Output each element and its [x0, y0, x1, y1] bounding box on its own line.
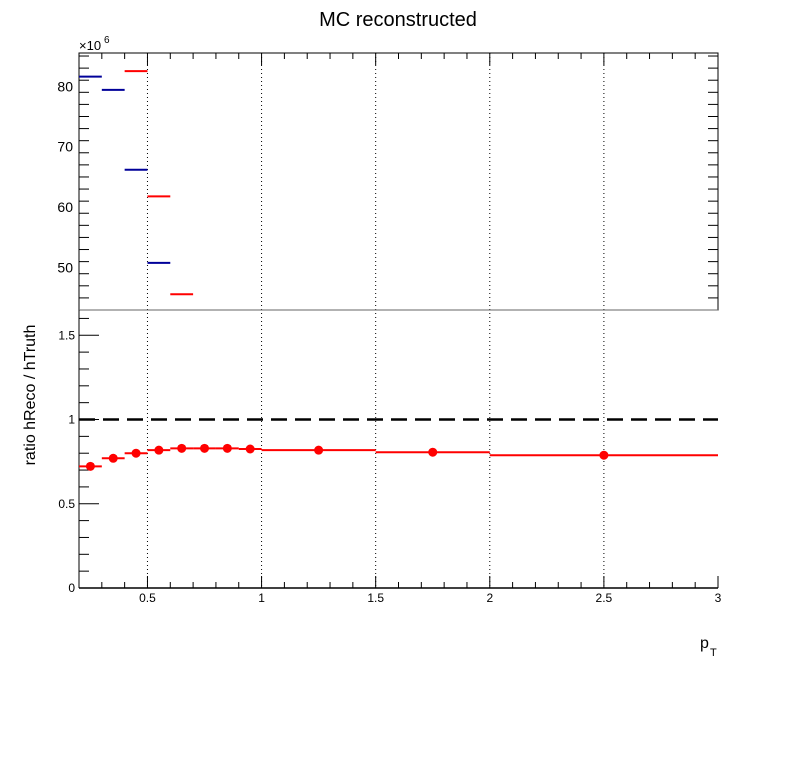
x-tick-label: 1 [258, 591, 265, 605]
top-y-tick-label: 80 [57, 78, 73, 94]
ratio-y-tick-label: 1 [68, 413, 75, 427]
top-y-tick-label: 50 [57, 260, 73, 276]
x-axis-label: p [700, 635, 709, 652]
ratio-y-tick-label: 0 [68, 581, 75, 595]
top-y-exponent-power: 6 [104, 35, 110, 46]
x-tick-label: 3 [715, 591, 722, 605]
x-axis-label-subscript: T [710, 647, 717, 659]
top-y-exponent: ×10 [79, 38, 101, 53]
ratio-point [245, 444, 255, 454]
ratio-point [314, 445, 324, 455]
ratio-y-tick-label: 0.5 [58, 497, 75, 511]
ratio-point [222, 443, 232, 453]
x-tick-label: 2.5 [596, 591, 613, 605]
x-tick-label: 0.5 [139, 591, 156, 605]
ratio-point [200, 443, 210, 453]
axes-layer [78, 52, 719, 589]
ratio-point [177, 443, 187, 453]
ratio-point [599, 450, 609, 460]
ratio-point [108, 453, 118, 463]
ratio-point [428, 447, 438, 457]
ratio-y-tick-label: 1.5 [58, 328, 75, 342]
chart-title: MC reconstructed [319, 9, 477, 31]
x-tick-label: 1.5 [367, 591, 384, 605]
top-y-tick-label: 60 [57, 199, 73, 215]
top-y-tick-label: 70 [57, 139, 73, 155]
y-axis-label: ratio hReco / hTruth [22, 325, 39, 466]
data-layer [79, 70, 718, 471]
grid-layer [146, 53, 605, 588]
ratio-point [85, 461, 95, 471]
ratio-point [131, 448, 141, 458]
ratio-point [154, 445, 164, 455]
top-pad-frame [78, 52, 719, 311]
x-tick-label: 2 [486, 591, 493, 605]
